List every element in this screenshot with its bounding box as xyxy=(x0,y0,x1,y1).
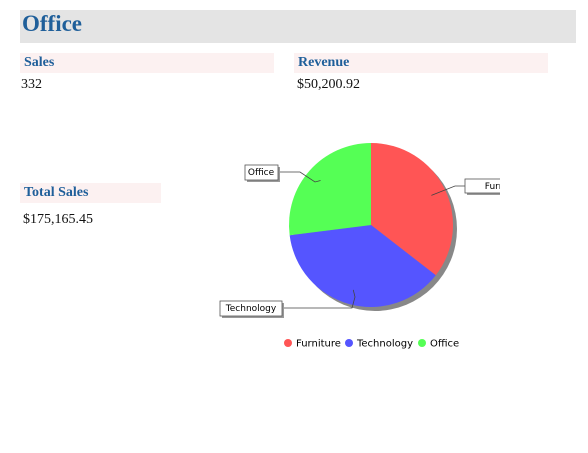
sales-label: Sales xyxy=(20,53,274,73)
pie-slice-office xyxy=(289,143,371,236)
callout-line-furniture xyxy=(431,185,465,196)
total-sales-label: Total Sales xyxy=(20,183,161,203)
callout-box-technology xyxy=(219,300,283,317)
callout-box-furniture xyxy=(464,178,500,194)
pie-slice-technology xyxy=(289,225,436,307)
legend-label-technology: Technology xyxy=(356,339,413,350)
callout-label-furniture: Furniture xyxy=(485,182,500,192)
sales-value: 332 xyxy=(21,77,42,92)
total-sales-value: $175,165.45 xyxy=(23,212,93,227)
callout-line-office xyxy=(278,171,321,183)
callout-line-technology xyxy=(282,289,356,309)
callout-label-office: Office xyxy=(248,168,275,178)
legend-marker-technology xyxy=(345,339,353,347)
revenue-label: Revenue xyxy=(294,53,548,73)
legend-marker-office xyxy=(418,339,426,347)
page-header: Office xyxy=(20,10,576,43)
pie-slice-furniture xyxy=(371,143,453,276)
callout-box-office xyxy=(244,164,279,181)
revenue-value: $50,200.92 xyxy=(297,77,360,92)
legend-label-furniture: Furniture xyxy=(296,339,341,350)
page-title: Office xyxy=(22,11,83,36)
category-pie-chart: Furniture Technology Office Furniture Techno… xyxy=(219,143,500,350)
legend-label-office: Office xyxy=(430,339,459,350)
legend-marker-furniture xyxy=(284,339,292,347)
callout-label-technology: Technology xyxy=(225,304,277,314)
